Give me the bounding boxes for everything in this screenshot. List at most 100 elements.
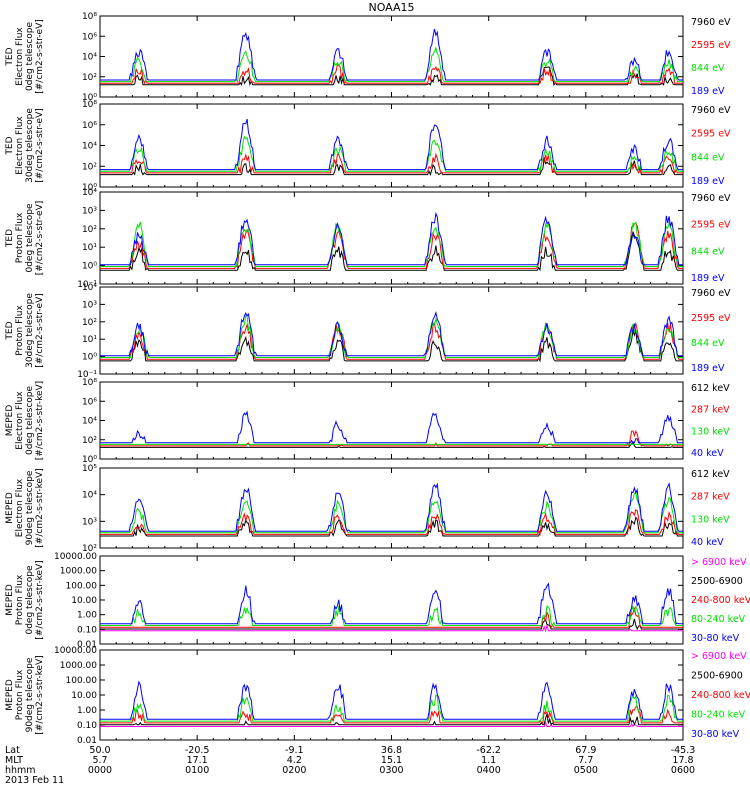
ylabel-line-2-0: TED bbox=[5, 229, 15, 248]
ytick-label-3-2: 10¹ bbox=[82, 335, 97, 345]
ylabel-line-5-1: Electron Flux bbox=[15, 478, 25, 537]
series-line-3-0 bbox=[100, 330, 683, 363]
ytick-label-0-0: 10⁰ bbox=[82, 93, 97, 103]
footer-value-2-5: 0500 bbox=[574, 765, 598, 776]
ytick-label-3-1: 10⁰ bbox=[82, 353, 97, 363]
ytick-label-2-5: 10⁴ bbox=[82, 188, 97, 198]
series-line-5-3 bbox=[100, 482, 683, 532]
legend-4-1: 287 keV bbox=[691, 405, 730, 416]
series-line-5-0 bbox=[100, 516, 683, 537]
ytick-label-7-5: 1000.00 bbox=[60, 661, 97, 671]
ylabel-4: MEPED Electron Flux 0deg telescope [#/cm2-s… bbox=[5, 381, 45, 460]
legend-0-2: 844 eV bbox=[691, 63, 725, 74]
ylabel-line-3-2: 30deg telescope bbox=[25, 293, 35, 368]
series-line-3-1 bbox=[100, 321, 683, 360]
ylabel-line-1-3: [#/cm2-s-str-eV] bbox=[35, 108, 45, 183]
ytick-label-7-2: 1.00 bbox=[77, 706, 97, 716]
legend-7-1: 2500-6900 bbox=[691, 671, 743, 682]
series-line-0-2 bbox=[100, 46, 683, 84]
footer-label-2: hhmm bbox=[5, 765, 36, 776]
series-line-7-0 bbox=[100, 720, 683, 728]
series-line-6-2 bbox=[100, 607, 683, 629]
series-line-1-0 bbox=[100, 157, 683, 177]
ytick-label-6-4: 100.00 bbox=[66, 581, 98, 591]
legend-0-3: 189 eV bbox=[691, 86, 725, 97]
series-line-6-4 bbox=[100, 582, 683, 625]
legend-6-2: 240-800 keV bbox=[691, 595, 750, 606]
ylabel-line-1-2: 30deg telescope bbox=[25, 108, 35, 183]
ytick-label-1-4: 10⁸ bbox=[82, 100, 97, 110]
ylabel-line-5-2: 90deg telescope bbox=[25, 470, 35, 545]
legend-3-0: 7960 eV bbox=[691, 288, 731, 299]
ytick-label-7-0: 0.01 bbox=[77, 736, 97, 746]
series-line-5-1 bbox=[100, 509, 683, 537]
ylabel-line-4-1: Electron Flux bbox=[15, 391, 25, 450]
series-line-7-2 bbox=[100, 705, 683, 724]
ylabel-line-5-3: [#/cm2-s-str-keV] bbox=[35, 468, 45, 547]
series-line-2-1 bbox=[100, 222, 683, 269]
series-line-4-1 bbox=[100, 430, 683, 448]
legend-1-2: 844 eV bbox=[691, 152, 725, 163]
ytick-label-5-3: 10⁵ bbox=[82, 464, 97, 474]
ylabel-line-2-1: Proton Flux bbox=[15, 212, 25, 263]
series-line-4-0 bbox=[100, 441, 683, 448]
series-line-6-1 bbox=[100, 618, 683, 631]
legend-7-4: 30-80 keV bbox=[691, 729, 740, 740]
legend-5-0: 612 keV bbox=[691, 469, 730, 480]
series-line-6-3 bbox=[100, 604, 683, 627]
legend-0-1: 2595 eV bbox=[691, 40, 731, 51]
footer-value-1-0: 5.7 bbox=[92, 755, 107, 766]
ytick-label-0-4: 10⁸ bbox=[82, 12, 97, 22]
footer-value-0-3: 36.8 bbox=[381, 745, 402, 756]
legend-5-2: 130 keV bbox=[691, 514, 730, 525]
ylabel-line-7-1: Proton Flux bbox=[15, 669, 25, 720]
series-line-6-0 bbox=[100, 625, 683, 633]
series-line-5-2 bbox=[100, 491, 683, 535]
legend-6-0: > 6900 keV bbox=[691, 557, 747, 568]
legend-1-1: 2595 eV bbox=[691, 129, 731, 140]
footer-value-1-2: 4.2 bbox=[287, 755, 302, 766]
ytick-label-1-2: 10⁴ bbox=[82, 142, 97, 152]
legend-3-1: 2595 eV bbox=[691, 313, 731, 324]
legend-2-3: 189 eV bbox=[691, 273, 725, 284]
series-line-1-2 bbox=[100, 135, 683, 174]
ylabel-1: TED Electron Flux 30deg telescope [#/cm2-s-… bbox=[5, 108, 45, 183]
ytick-label-2-1: 10⁰ bbox=[82, 262, 97, 272]
ylabel-line-1-1: Electron Flux bbox=[15, 116, 25, 175]
ylabel-line-0-1: Electron Flux bbox=[15, 27, 25, 86]
ytick-label-0-3: 10⁶ bbox=[82, 32, 97, 42]
footer-value-2-6: 0600 bbox=[671, 765, 695, 776]
footer-value-2-4: 0400 bbox=[477, 765, 501, 776]
ytick-label-6-5: 1000.00 bbox=[60, 567, 97, 577]
legend-7-0: > 6900 keV bbox=[691, 651, 747, 662]
series-line-1-1 bbox=[100, 152, 683, 175]
ylabel-3: TED Proton Flux 30deg telescope [#/cm2-s-st… bbox=[5, 293, 45, 368]
series-line-7-1 bbox=[100, 714, 683, 727]
ylabel-line-5-0: MEPED bbox=[5, 492, 15, 524]
ytick-label-0-1: 10² bbox=[82, 73, 97, 83]
footer-value-1-5: 7.7 bbox=[578, 755, 593, 766]
ylabel-7: MEPED Proton Flux 90deg telescope [#/cm2-s-… bbox=[5, 655, 45, 734]
ytick-label-7-1: 0.10 bbox=[77, 721, 97, 731]
legend-2-2: 844 eV bbox=[691, 246, 725, 257]
ytick-label-1-0: 10⁰ bbox=[82, 183, 97, 193]
ytick-label-6-6: 10000.00 bbox=[54, 552, 97, 562]
footer-value-0-2: -9.1 bbox=[285, 745, 304, 756]
ytick-label-3-0: 10⁻¹ bbox=[77, 370, 97, 380]
footer-value-0-4: -62.2 bbox=[476, 745, 501, 756]
ytick-label-4-2: 10⁴ bbox=[82, 417, 97, 427]
ytick-label-7-3: 10.00 bbox=[71, 691, 97, 701]
ylabel-line-6-2: 0deg telescope bbox=[25, 565, 35, 635]
legend-3-2: 844 eV bbox=[691, 338, 725, 349]
footer-value-1-1: 17.1 bbox=[187, 755, 208, 766]
series-line-2-3 bbox=[100, 211, 683, 266]
series-line-0-3 bbox=[100, 28, 683, 81]
ylabel-line-3-0: TED bbox=[5, 321, 15, 340]
legend-1-3: 189 eV bbox=[691, 176, 725, 187]
legend-7-3: 80-240 keV bbox=[691, 710, 746, 721]
footer-value-1-6: 17.8 bbox=[672, 755, 693, 766]
series-line-1-3 bbox=[100, 118, 683, 171]
legend-2-1: 2595 eV bbox=[691, 220, 731, 231]
ytick-label-6-0: 0.01 bbox=[77, 640, 97, 650]
